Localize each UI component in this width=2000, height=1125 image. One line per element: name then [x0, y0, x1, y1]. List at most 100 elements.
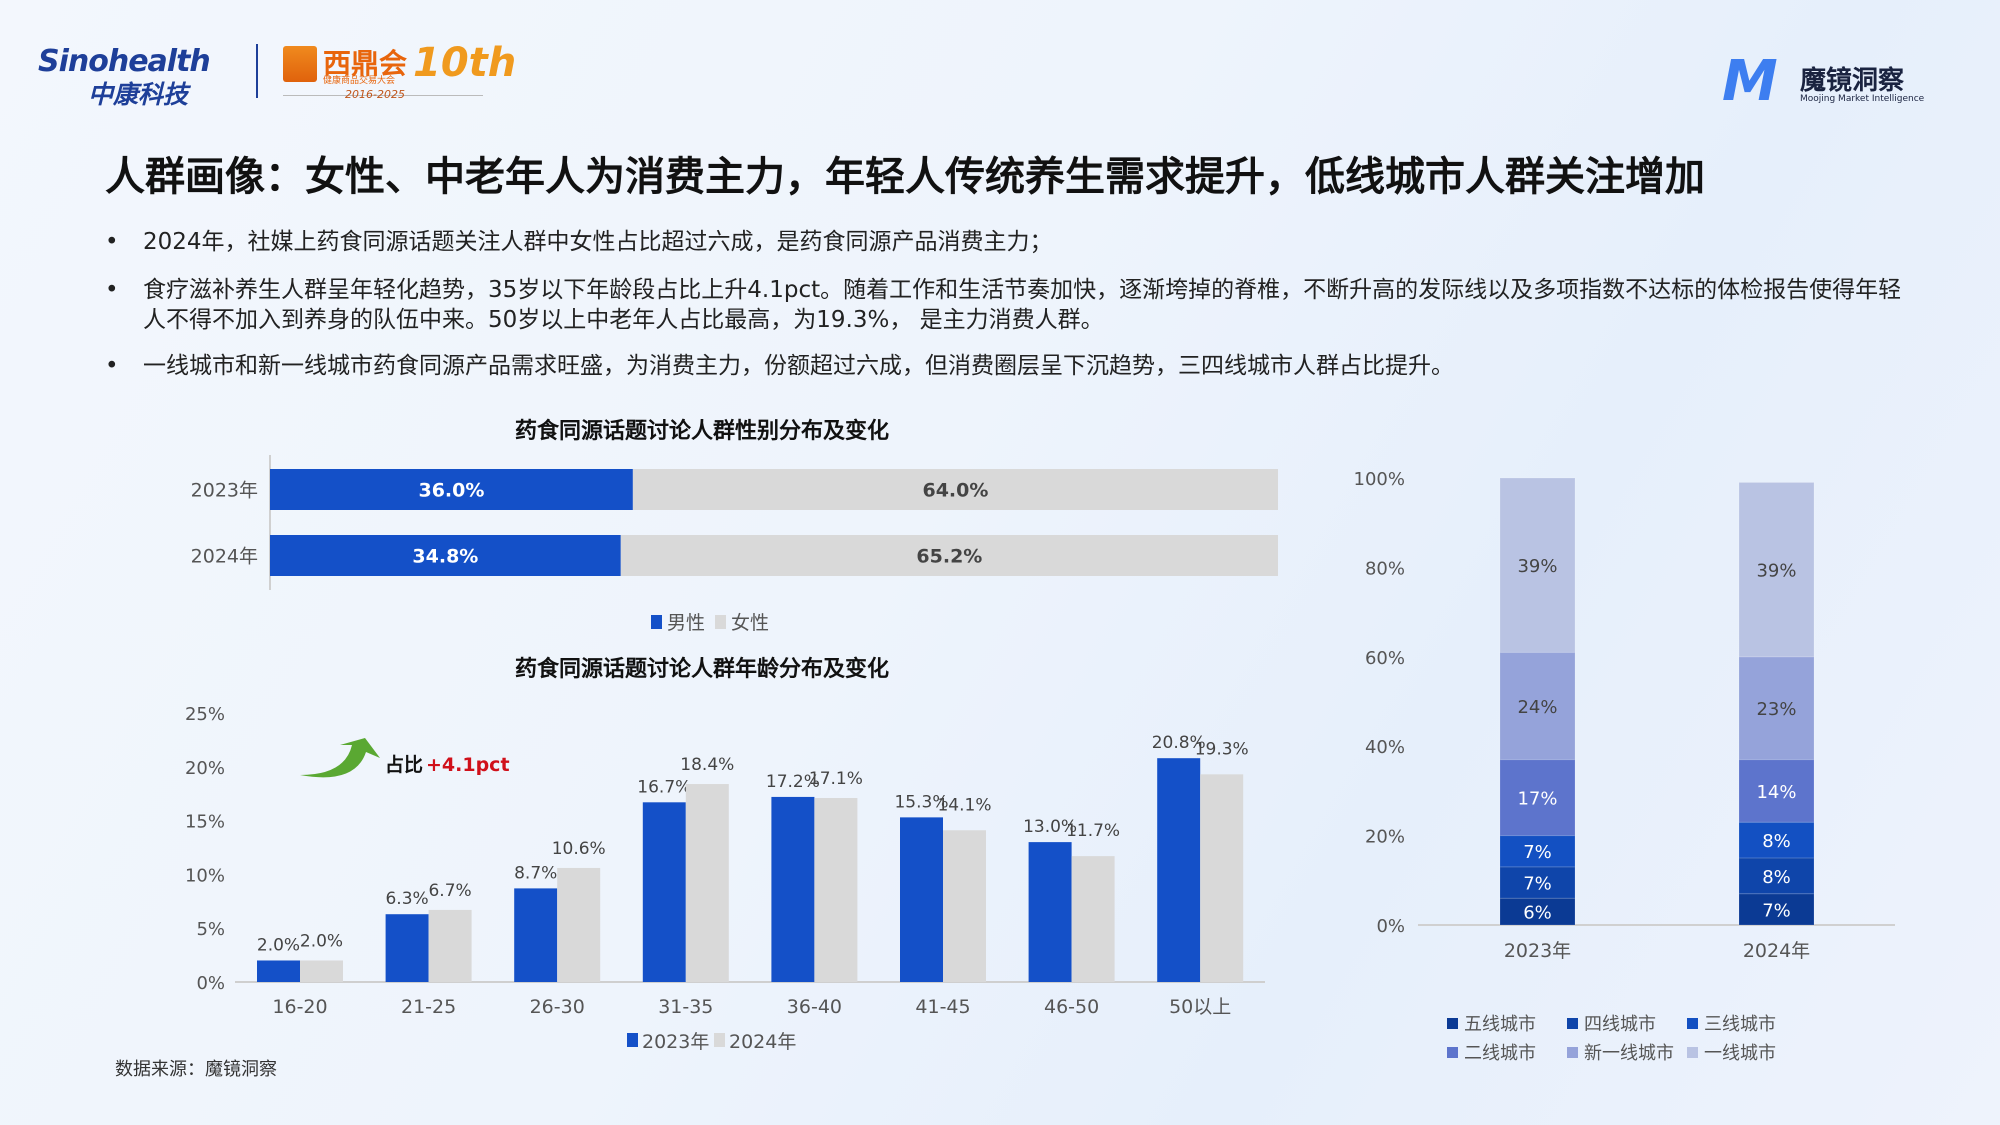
legend-swatch: [1447, 1018, 1458, 1029]
xidinghui-subtitle: 健康商品交易大会: [323, 76, 396, 86]
city-bar-label: 7%: [1762, 900, 1791, 921]
gender-bar-label: 36.0%: [418, 480, 484, 502]
age-bar-2023年: [385, 914, 429, 982]
xidinghui-line: [283, 95, 483, 96]
legend-swatch: [1447, 1047, 1458, 1058]
age-bar-2024年: [1200, 774, 1244, 982]
age-bar-2024年: [557, 867, 601, 982]
age-bar-2023年: [900, 817, 943, 982]
age-bar-2023年: [642, 802, 686, 982]
legend-swatch: [651, 615, 662, 629]
legend-label: 男性: [667, 612, 705, 634]
city-bar-label: 8%: [1762, 831, 1791, 852]
legend-label: 2023年: [642, 1031, 709, 1053]
gender-category-label: 2024年: [191, 546, 258, 568]
sinohealth-logo: Sinohealth 中康科技: [38, 44, 211, 111]
legend-swatch: [1687, 1047, 1698, 1058]
city-bar-label: 7%: [1523, 842, 1552, 863]
legend-label: 四线城市: [1584, 1014, 1656, 1035]
age-bar-2023年: [514, 888, 558, 982]
legend-swatch: [1567, 1047, 1578, 1058]
annotation-label: 占比: [385, 753, 423, 776]
city-y-tick: 40%: [1365, 737, 1405, 758]
page-title: 人群画像：女性、中老年人为消费主力，年轻人传统养生需求提升，低线城市人群关注增加: [105, 154, 1705, 200]
age-x-tick: 21-25: [401, 996, 456, 1018]
age-y-tick: 5%: [196, 919, 225, 940]
age-bar-label: 6.3%: [385, 889, 428, 909]
age-bar-2023年: [1157, 758, 1201, 982]
moojing-m-icon: M: [1722, 49, 1778, 114]
age-bar-label: 16.7%: [637, 777, 691, 797]
age-bar-label: 11.7%: [1066, 821, 1120, 841]
annotation-value: +4.1pct: [426, 754, 510, 776]
city-y-tick: 0%: [1376, 916, 1405, 937]
gender-chart-title: 药食同源话题讨论人群性别分布及变化: [515, 419, 890, 444]
age-bar-label: 13.0%: [1023, 817, 1077, 837]
city-y-tick: 80%: [1365, 558, 1405, 579]
city-bar-label: 23%: [1756, 699, 1796, 720]
moojing-name-en: Moojing Market Intelligence: [1800, 94, 1925, 104]
moojing-logo: M 魔镜洞察 Moojing Market Intelligence: [1722, 49, 1925, 114]
legend-label: 2024年: [729, 1031, 796, 1053]
legend-label: 一线城市: [1704, 1043, 1776, 1064]
city-bar-segment: [1738, 656, 1815, 761]
age-bar-2024年: [300, 960, 343, 982]
age-x-tick: 16-20: [272, 996, 327, 1018]
city-bar-label: 39%: [1517, 556, 1557, 577]
city-bar-segment: [1499, 759, 1576, 837]
age-y-tick: 10%: [185, 865, 225, 886]
gender-bar-male: [270, 535, 621, 576]
city-bar-label: 6%: [1523, 903, 1552, 924]
age-bar-2024年: [685, 784, 729, 982]
age-x-tick: 36-40: [787, 996, 842, 1018]
age-bar-label: 19.3%: [1195, 739, 1249, 759]
city-bar-segment: [1738, 821, 1815, 859]
age-bar-2024年: [428, 909, 472, 982]
city-bar-label: 24%: [1517, 697, 1557, 718]
age-bar-2024年: [814, 798, 858, 982]
age-bar-label: 10.6%: [552, 839, 606, 859]
age-y-tick: 20%: [185, 758, 225, 779]
age-x-tick: 41-45: [915, 996, 970, 1018]
legend-swatch: [714, 1033, 725, 1047]
age-bar-label: 17.1%: [809, 769, 863, 789]
legend-label: 二线城市: [1464, 1043, 1536, 1064]
city-bar-segment: [1499, 897, 1576, 926]
city-y-tick: 100%: [1354, 469, 1405, 490]
legend-label: 新一线城市: [1584, 1043, 1674, 1064]
moojing-name: 魔镜洞察: [1800, 66, 1905, 96]
age-chart-title: 药食同源话题讨论人群年龄分布及变化: [515, 657, 890, 682]
gender-bar-label: 64.0%: [922, 480, 988, 502]
age-x-tick: 31-35: [658, 996, 713, 1018]
city-bar-label: 8%: [1762, 867, 1791, 888]
gender-bar-male: [270, 469, 633, 510]
age-x-tick: 26-30: [530, 996, 585, 1018]
gender-bar-female: [632, 469, 1278, 510]
xidinghui-anniversary: 10th: [413, 40, 517, 86]
gender-category-label: 2023年: [191, 480, 258, 502]
age-y-tick: 0%: [196, 973, 225, 994]
city-bar-segment: [1738, 481, 1815, 658]
city-bar-segment: [1499, 477, 1576, 653]
bullet-text: 一线城市和新一线城市药食同源产品需求旺盛，为消费主力，份额超过六成，但消费圈层呈…: [143, 353, 1454, 379]
city-bar-segment: [1738, 857, 1815, 895]
city-bar-label: 39%: [1756, 561, 1796, 582]
xidinghui-name: 西鼎会: [323, 47, 408, 80]
city-y-tick: 20%: [1365, 827, 1405, 848]
age-bar-2024年: [1071, 856, 1115, 982]
gender-bar-female: [620, 535, 1278, 576]
age-bar-label: 18.4%: [680, 755, 734, 775]
city-bar-label: 17%: [1517, 789, 1557, 810]
bullet-text: 食疗滋补养生人群呈年轻化趋势，35岁以下年龄段占比上升4.1pct。随着工作和生…: [143, 277, 1902, 333]
city-bar-segment: [1499, 866, 1576, 899]
age-bar-label: 17.2%: [766, 772, 820, 792]
city-bar-label: 14%: [1756, 782, 1796, 803]
age-x-tick: 50以上: [1169, 996, 1231, 1018]
age-bar-label: 2.0%: [257, 935, 300, 955]
age-bar-label: 20.8%: [1152, 733, 1206, 753]
city-bar-segment: [1499, 651, 1576, 761]
xidinghui-logo: 西鼎会 健康商品交易大会 10th 2016-2025: [283, 40, 516, 102]
age-bar-2024年: [943, 830, 986, 982]
age-bar-label: 8.7%: [514, 863, 557, 883]
